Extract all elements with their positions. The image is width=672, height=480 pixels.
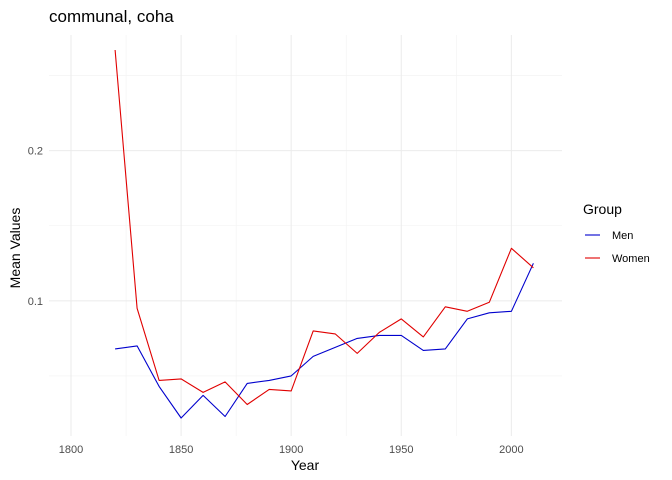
x-axis-ticks: 1800 1850 1900 1950 2000 bbox=[59, 444, 524, 456]
chart-title: communal, coha bbox=[49, 7, 174, 26]
legend-label-men: Men bbox=[612, 230, 633, 242]
x-tick-label: 2000 bbox=[499, 444, 523, 456]
series-lines bbox=[114, 49, 534, 419]
series-line-women bbox=[114, 49, 534, 406]
y-tick-label: 0.1 bbox=[28, 296, 43, 308]
x-tick-label: 1850 bbox=[169, 444, 193, 456]
x-tick-label: 1800 bbox=[59, 444, 83, 456]
minor-gridlines bbox=[49, 35, 562, 436]
legend-items: Men Women bbox=[585, 230, 650, 265]
x-tick-label: 1950 bbox=[389, 444, 413, 456]
legend-title: Group bbox=[583, 201, 622, 217]
major-gridlines bbox=[49, 35, 562, 436]
legend-label-women: Women bbox=[612, 253, 650, 265]
x-axis-title: Year bbox=[291, 457, 320, 473]
legend: Group Men Women bbox=[583, 201, 650, 265]
y-axis-title: Mean Values bbox=[7, 208, 23, 289]
y-axis-ticks: 0.1 0.2 bbox=[28, 146, 43, 308]
x-tick-label: 1900 bbox=[279, 444, 303, 456]
series-line-men bbox=[115, 263, 534, 419]
y-tick-label: 0.2 bbox=[28, 146, 43, 158]
